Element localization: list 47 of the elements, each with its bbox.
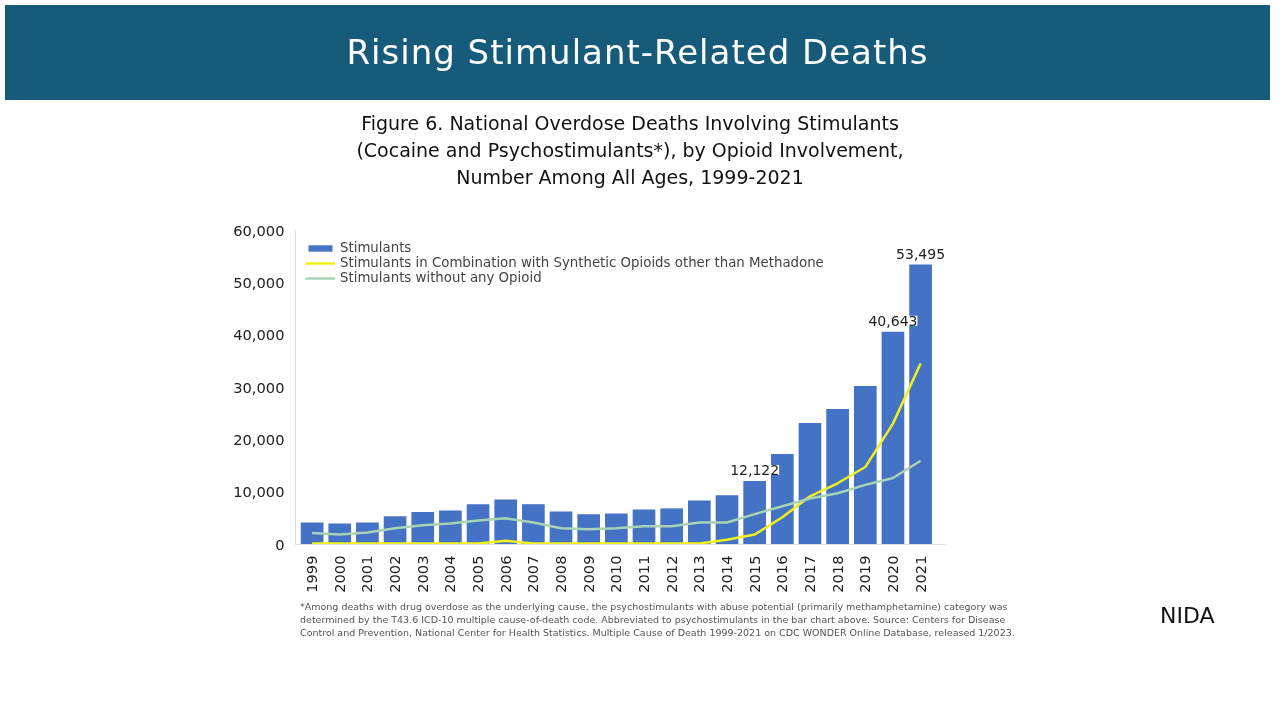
x-tick-label: 2020 [883, 555, 901, 593]
y-tick-label: 50,000 [233, 273, 285, 291]
legend-label: Stimulants [340, 240, 412, 255]
data-label: 53,495 [896, 245, 946, 262]
y-tick-label: 10,000 [233, 483, 285, 501]
x-tick-label: 2000 [330, 555, 348, 593]
x-tick-label: 2017 [800, 555, 818, 593]
legend-label: Stimulants in Combination with Synthetic Opioids other than Methadone [340, 255, 824, 270]
x-tick-label: 2019 [856, 555, 874, 593]
x-tick-label: 2001 [358, 555, 376, 593]
x-tick-label: 2014 [717, 555, 735, 593]
x-tick-label: 2011 [635, 555, 653, 593]
x-tick-label: 2008 [552, 555, 570, 593]
x-tick-label: 2021 [911, 555, 929, 593]
y-tick-label: 30,000 [233, 378, 285, 396]
x-tick-label: 2012 [662, 555, 680, 593]
bar [853, 385, 877, 545]
y-tick-label: 20,000 [233, 430, 285, 448]
x-tick-label: 2002 [386, 555, 404, 593]
x-tick-label: 2016 [773, 555, 791, 593]
text: *Among deaths with drug overdose as the underlying cause, the psychostimulants with abuse potential (primarily methamphetamine) category was determined by the T43.6 ICD-10 multiple cause-of-death code. Abbreviated to psychostimulants in the bar chart above. Source: Centers for Disease Control and Prevention, National Center for Health Statistics. Multiple Cause of Death 1999-2021 on CDC WONDER Online Database, released 1/2023. [300, 600, 1016, 639]
bar [826, 408, 849, 545]
line-series [310, 459, 922, 536]
x-tick-label: 2006 [496, 555, 514, 593]
bar [798, 423, 822, 545]
data-label: 40,643 [868, 312, 918, 329]
chart-subtitle: Figure 6. National Overdose Deaths Involving Stimulants (Cocaine and Psychostimulants*), by Opioid Involvement, Number Among All Ages, 1999-2021 [355, 111, 905, 191]
x-tick-label: 1999 [303, 555, 321, 593]
x-tick-label: 2004 [441, 555, 459, 593]
x-tick-label: 2003 [413, 555, 431, 593]
data-label: 12,122 [730, 462, 780, 479]
x-tick-label: 2015 [745, 555, 763, 593]
y-tick-label: 60,000 [233, 221, 285, 239]
line-series [310, 362, 922, 545]
bar [881, 331, 905, 545]
x-tick-label: 2010 [607, 555, 625, 593]
y-tick-label: 0 [275, 535, 285, 553]
bar [743, 481, 766, 545]
chart-title: Rising Stimulant-Related Deaths [346, 31, 929, 74]
x-tick-label: 2007 [524, 555, 542, 593]
x-tick-label: 2013 [690, 555, 708, 593]
x-tick-label: 2009 [579, 555, 597, 593]
x-tick-label: 2018 [828, 555, 846, 593]
legend-label: Stimulants without any Opioid [340, 270, 542, 285]
text: NIDA [1160, 602, 1215, 630]
y-tick-label: 40,000 [233, 326, 285, 344]
x-tick-label: 2005 [469, 555, 487, 593]
